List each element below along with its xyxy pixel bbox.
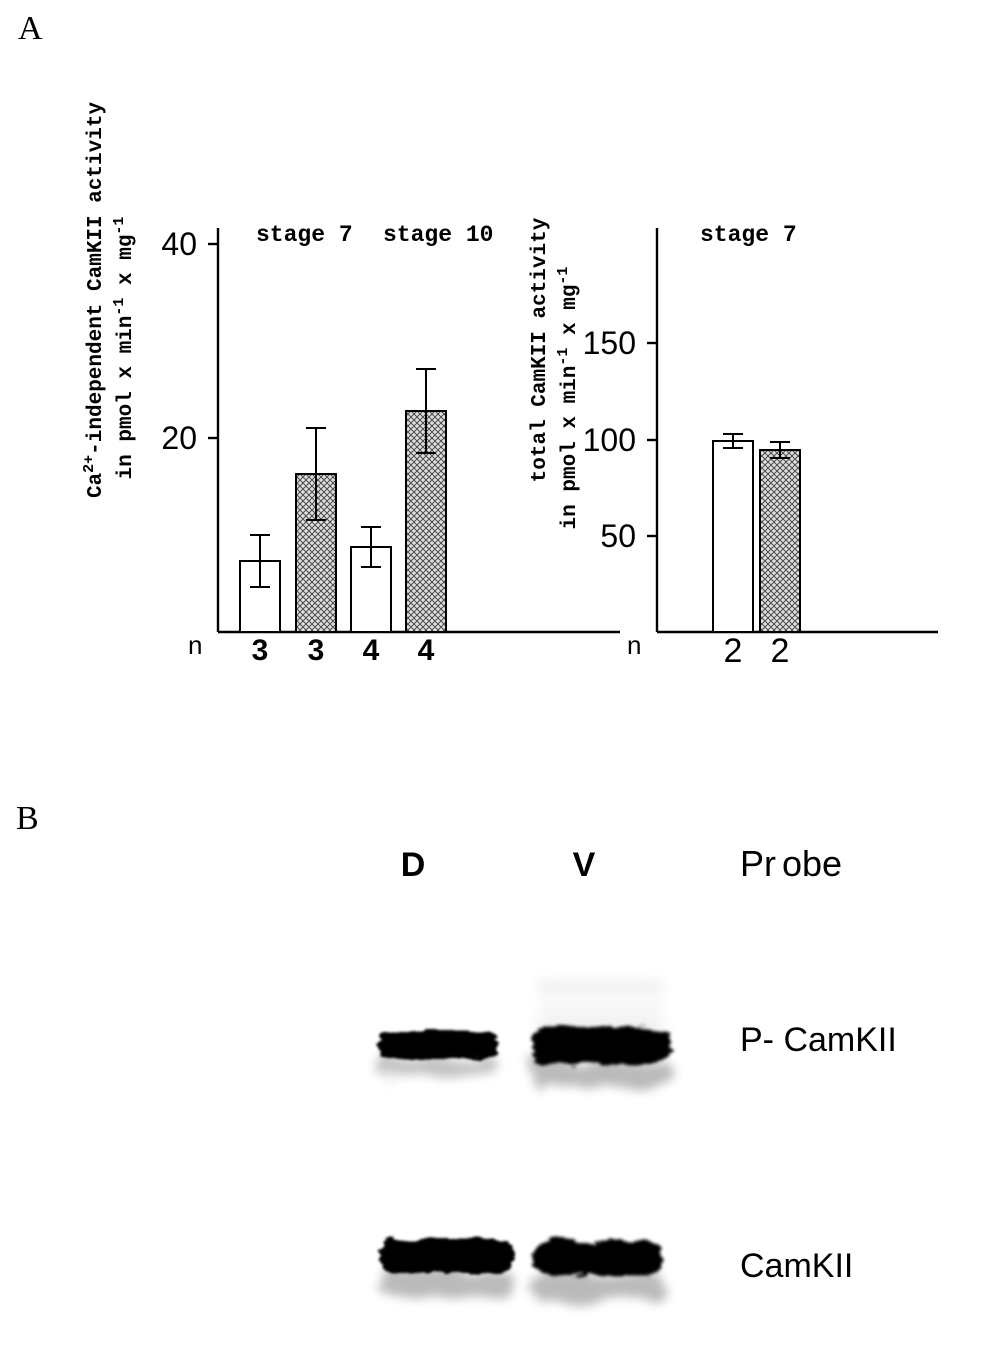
svg-text:in pmol x min-1 x mg-1: in pmol x min-1 x mg-1 (111, 217, 139, 480)
svg-text:2: 2 (724, 632, 743, 670)
svg-text:in pmol x min-1 x mg-1: in pmol x min-1 x mg-1 (555, 267, 583, 530)
svg-text:20: 20 (161, 420, 197, 456)
svg-text:total CamKII activity: total CamKII activity (529, 217, 552, 482)
svg-text:stage 7: stage 7 (256, 222, 353, 248)
svg-text:D: D (401, 846, 426, 884)
svg-text:3: 3 (252, 634, 269, 667)
svg-text:3: 3 (308, 634, 325, 667)
svg-text:Ca2+-independent CamKII activi: Ca2+-independent CamKII activity (81, 102, 109, 498)
svg-text:4: 4 (418, 634, 435, 667)
svg-text:2: 2 (771, 632, 790, 670)
svg-text:stage 7: stage 7 (700, 222, 797, 248)
svg-text:4: 4 (363, 634, 380, 667)
svg-text:100: 100 (583, 422, 636, 458)
svg-text:40: 40 (161, 226, 197, 262)
svg-text:150: 150 (583, 325, 636, 361)
svg-text:n: n (188, 630, 202, 660)
svg-text:stage 10: stage 10 (383, 222, 493, 248)
svg-text:n: n (627, 630, 641, 660)
svg-text:50: 50 (600, 518, 636, 554)
svg-text:CamKII: CamKII (740, 1247, 853, 1285)
svg-text:P- CamKII: P- CamKII (740, 1021, 897, 1059)
svg-text:V: V (573, 846, 596, 884)
